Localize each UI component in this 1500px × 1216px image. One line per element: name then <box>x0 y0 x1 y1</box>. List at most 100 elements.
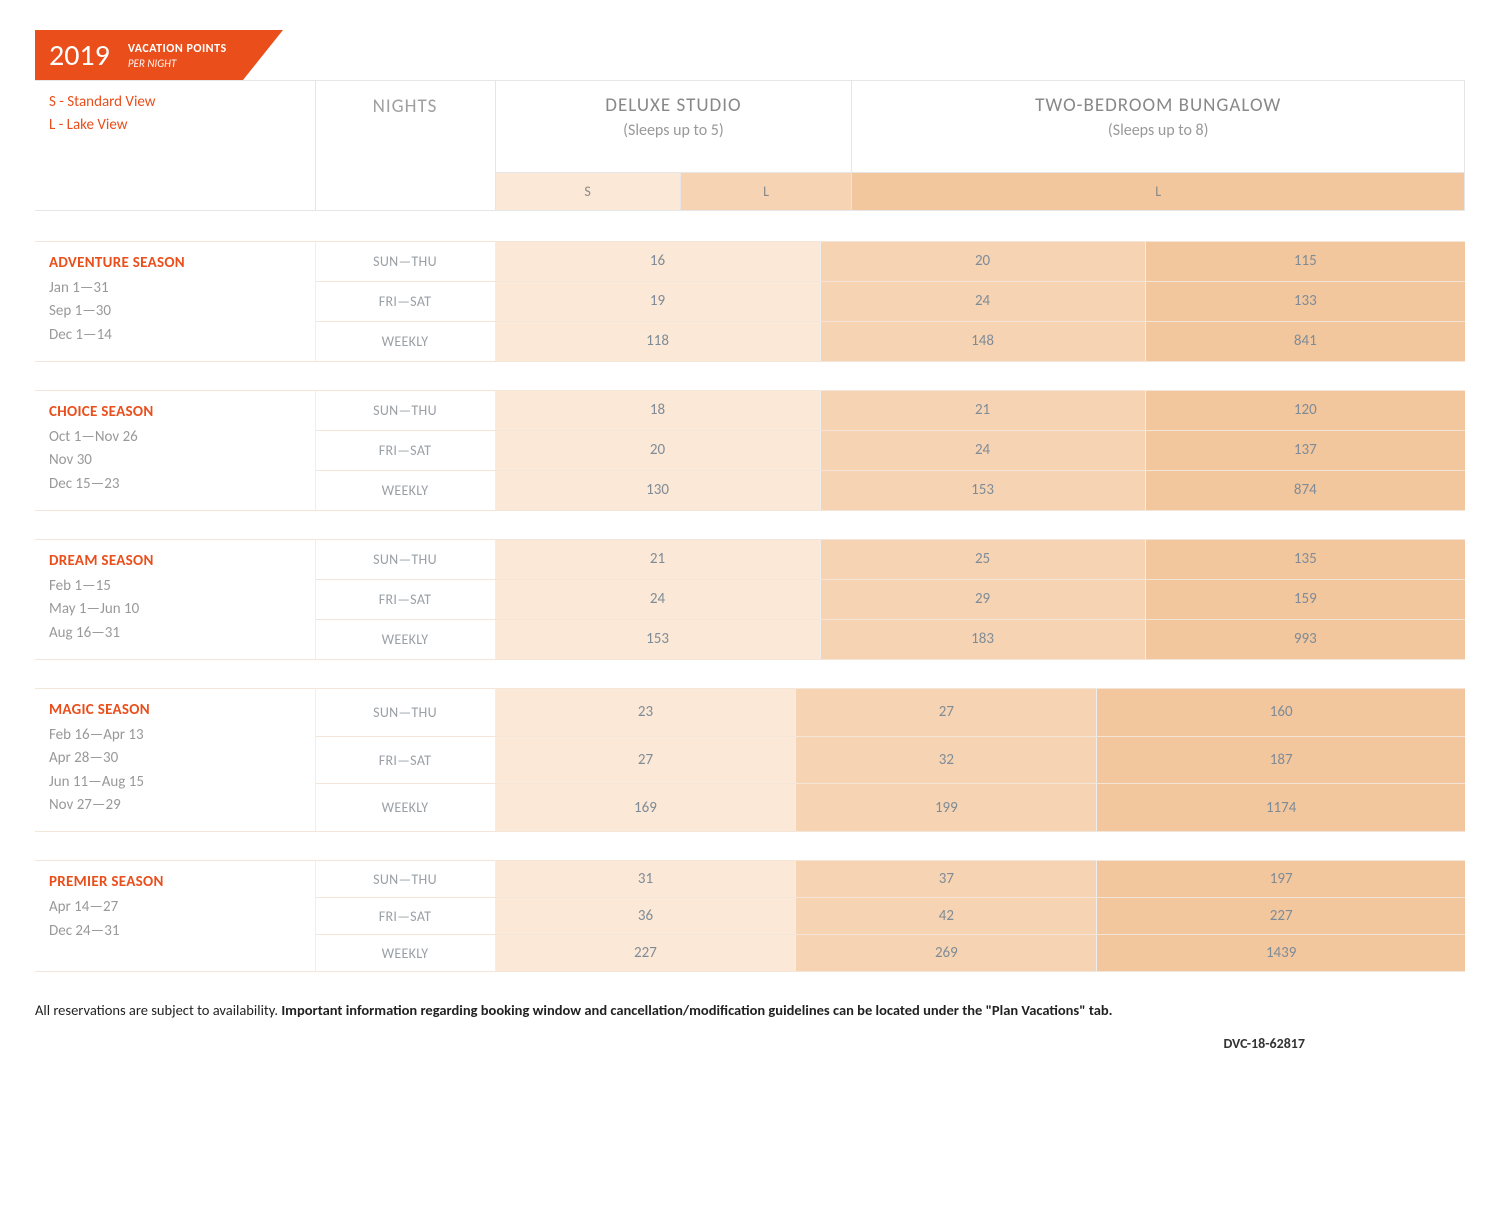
nights-label: WEEKLY <box>315 784 495 832</box>
footnote-bold: Important information regarding booking … <box>281 1001 1112 1019</box>
points-value: 269 <box>796 935 1097 972</box>
season-label-cell: MAGIC SEASONFeb 16—Apr 13Apr 28—30Jun 11… <box>35 688 315 831</box>
season-date-range: Jan 1—31 <box>49 277 301 300</box>
season-date-range: Feb 16—Apr 13 <box>49 724 301 747</box>
season-date-range: Jun 11—Aug 15 <box>49 771 301 794</box>
points-value: 21 <box>495 539 820 579</box>
season-table: MAGIC SEASONFeb 16—Apr 13Apr 28—30Jun 11… <box>35 688 1465 832</box>
points-value: 159 <box>1145 579 1465 619</box>
subcol-s: S <box>495 172 680 210</box>
season-date-range: Dec 1—14 <box>49 324 301 347</box>
points-value: 42 <box>796 898 1097 935</box>
points-value: 21 <box>820 390 1145 430</box>
room-type-header-table: S - Standard View L - Lake View NIGHTS D… <box>35 80 1465 211</box>
document-id: DVC-18-62817 <box>35 1035 1465 1052</box>
points-label: VACATION POINTS PER NIGHT <box>124 30 243 80</box>
season-date-range: May 1—Jun 10 <box>49 598 301 621</box>
nights-label: WEEKLY <box>315 935 495 972</box>
season-table: ADVENTURE SEASONJan 1—31Sep 1—30Dec 1—14… <box>35 241 1465 362</box>
points-value: 1174 <box>1097 784 1465 832</box>
season-row: DREAM SEASONFeb 1—15May 1—Jun 10Aug 16—3… <box>35 539 1465 579</box>
points-value: 199 <box>796 784 1097 832</box>
season-table: CHOICE SEASONOct 1—Nov 26Nov 30Dec 15—23… <box>35 390 1465 511</box>
points-value: 27 <box>495 736 796 784</box>
nights-label: SUN—THU <box>315 861 495 898</box>
room-type-title: DELUXE STUDIO <box>605 94 741 117</box>
points-value: 118 <box>495 321 820 361</box>
points-value: 197 <box>1097 861 1465 898</box>
nights-label: FRI—SAT <box>315 736 495 784</box>
points-value: 20 <box>820 241 1145 281</box>
points-value: 137 <box>1145 430 1465 470</box>
nights-label: FRI—SAT <box>315 281 495 321</box>
nights-label: FRI—SAT <box>315 430 495 470</box>
points-value: 841 <box>1145 321 1465 361</box>
points-label-line1: VACATION POINTS <box>128 42 227 56</box>
points-value: 24 <box>495 579 820 619</box>
points-value: 227 <box>495 935 796 972</box>
points-value: 169 <box>495 784 796 832</box>
room-type-deluxe-studio: DELUXE STUDIO (Sleeps up to 5) <box>495 81 852 173</box>
header-triangle <box>243 30 283 80</box>
points-value: 115 <box>1145 241 1465 281</box>
season-title: ADVENTURE SEASON <box>49 252 301 275</box>
points-value: 183 <box>820 619 1145 659</box>
points-value: 20 <box>495 430 820 470</box>
room-type-sleeps: (Sleeps up to 8) <box>860 120 1456 142</box>
legend-standard: S - Standard View <box>49 91 301 114</box>
footnote-lead: All reservations are subject to availabi… <box>35 1001 281 1019</box>
season-title: DREAM SEASON <box>49 550 301 573</box>
points-value: 16 <box>495 241 820 281</box>
header-band: 2019 VACATION POINTS PER NIGHT <box>35 30 1465 80</box>
points-value: 24 <box>820 281 1145 321</box>
season-label-cell: PREMIER SEASONApr 14—27Dec 24—31 <box>35 861 315 972</box>
points-label-line2: PER NIGHT <box>128 57 227 70</box>
points-value: 153 <box>495 619 820 659</box>
points-value: 18 <box>495 390 820 430</box>
subcol-l2: L <box>852 172 1465 210</box>
season-date-range: Sep 1—30 <box>49 300 301 323</box>
points-value: 187 <box>1097 736 1465 784</box>
season-row: ADVENTURE SEASONJan 1—31Sep 1—30Dec 1—14… <box>35 241 1465 281</box>
season-label-cell: CHOICE SEASONOct 1—Nov 26Nov 30Dec 15—23 <box>35 390 315 510</box>
season-table: PREMIER SEASONApr 14—27Dec 24—31SUN—THU3… <box>35 860 1465 972</box>
points-value: 153 <box>820 470 1145 510</box>
points-value: 130 <box>495 470 820 510</box>
points-value: 135 <box>1145 539 1465 579</box>
season-label-cell: ADVENTURE SEASONJan 1—31Sep 1—30Dec 1—14 <box>35 241 315 361</box>
legend-lake: L - Lake View <box>49 114 301 137</box>
points-value: 24 <box>820 430 1145 470</box>
season-date-range: Dec 24—31 <box>49 920 301 943</box>
year-badge: 2019 <box>35 30 124 80</box>
season-title: MAGIC SEASON <box>49 699 301 722</box>
nights-label: WEEKLY <box>315 619 495 659</box>
nights-label: WEEKLY <box>315 321 495 361</box>
seasons-container: ADVENTURE SEASONJan 1—31Sep 1—30Dec 1—14… <box>35 241 1465 972</box>
season-row: MAGIC SEASONFeb 16—Apr 13Apr 28—30Jun 11… <box>35 688 1465 736</box>
nights-column-header: NIGHTS <box>315 81 495 211</box>
season-date-range: Aug 16—31 <box>49 622 301 645</box>
room-type-title: TWO-BEDROOM BUNGALOW <box>1035 94 1281 117</box>
season-row: CHOICE SEASONOct 1—Nov 26Nov 30Dec 15—23… <box>35 390 1465 430</box>
season-label-cell: DREAM SEASONFeb 1—15May 1—Jun 10Aug 16—3… <box>35 539 315 659</box>
room-type-sleeps: (Sleeps up to 5) <box>504 120 844 142</box>
season-date-range: Nov 30 <box>49 449 301 472</box>
season-title: PREMIER SEASON <box>49 871 301 894</box>
points-value: 31 <box>495 861 796 898</box>
season-date-range: Dec 15—23 <box>49 473 301 496</box>
points-value: 160 <box>1097 688 1465 736</box>
nights-label: FRI—SAT <box>315 898 495 935</box>
points-value: 37 <box>796 861 1097 898</box>
nights-label: WEEKLY <box>315 470 495 510</box>
season-date-range: Feb 1—15 <box>49 575 301 598</box>
season-date-range: Oct 1—Nov 26 <box>49 426 301 449</box>
points-value: 32 <box>796 736 1097 784</box>
points-value: 227 <box>1097 898 1465 935</box>
points-value: 23 <box>495 688 796 736</box>
points-value: 133 <box>1145 281 1465 321</box>
nights-label: SUN—THU <box>315 241 495 281</box>
points-value: 993 <box>1145 619 1465 659</box>
season-title: CHOICE SEASON <box>49 401 301 424</box>
season-table: DREAM SEASONFeb 1—15May 1—Jun 10Aug 16—3… <box>35 539 1465 660</box>
room-type-two-bedroom: TWO-BEDROOM BUNGALOW (Sleeps up to 8) <box>852 81 1465 173</box>
